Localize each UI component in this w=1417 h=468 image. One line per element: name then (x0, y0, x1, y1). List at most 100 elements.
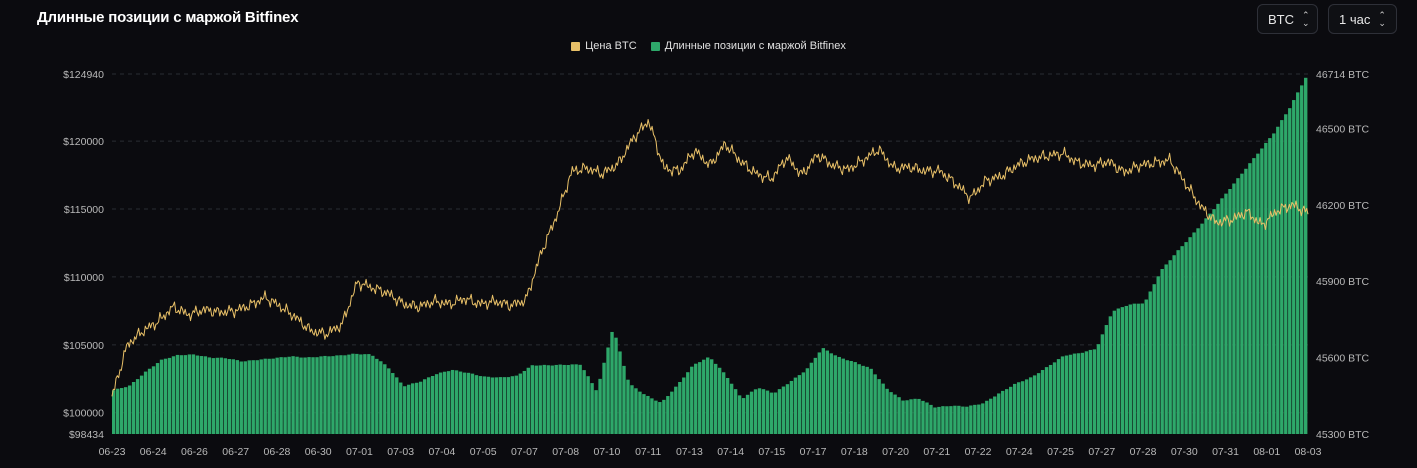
long-position-bar (1120, 307, 1125, 434)
long-position-bar (801, 372, 806, 434)
long-position-bar (849, 360, 853, 434)
x-axis-tick-label: 08-03 (1295, 446, 1322, 458)
long-position-bar (1304, 77, 1308, 434)
bar-series (112, 77, 1308, 435)
long-position-bar (1292, 100, 1296, 435)
interval-select[interactable]: 1 час ⌃ ⌄ (1328, 4, 1397, 34)
long-position-bar (562, 364, 566, 434)
long-position-bar (287, 356, 291, 434)
long-position-bar (171, 356, 176, 434)
asset-select-value: BTC (1268, 11, 1294, 27)
long-position-bar (486, 376, 491, 434)
long-position-bar (1164, 264, 1168, 434)
long-position-bar (981, 403, 985, 434)
legend-swatch-price (571, 41, 581, 51)
long-position-bar (195, 355, 200, 434)
long-position-bar (458, 371, 463, 434)
long-position-bar (733, 389, 738, 434)
legend-label-price: Цена BTC (585, 40, 637, 52)
x-axis-tick-label: 07-22 (965, 446, 992, 458)
long-position-bar (586, 376, 590, 434)
long-position-bar (1088, 349, 1093, 434)
x-axis-tick-label: 06-24 (140, 446, 167, 458)
long-position-bar (450, 369, 455, 434)
long-position-bar (1048, 364, 1053, 434)
long-position-bar (965, 406, 969, 434)
long-position-bar (211, 358, 216, 434)
long-position-bar (331, 356, 335, 434)
x-axis-tick-label: 07-25 (1047, 446, 1074, 458)
long-position-bar (275, 357, 279, 434)
long-position-bar (590, 383, 594, 434)
long-position-bar (1100, 334, 1105, 434)
long-position-bar (231, 359, 235, 434)
long-position-bar (115, 388, 120, 434)
long-position-bar (414, 382, 419, 434)
asset-select[interactable]: BTC ⌃ ⌄ (1257, 4, 1318, 34)
long-position-bar (351, 353, 355, 434)
long-position-bar (1204, 218, 1208, 434)
long-position-bar (327, 356, 331, 434)
long-position-bar (502, 377, 507, 434)
x-axis-tick-label: 07-15 (758, 446, 785, 458)
long-position-bar (682, 377, 686, 434)
long-position-bar (638, 391, 642, 434)
right-axis-tick-label: 45300 BTC (1316, 429, 1370, 441)
long-position-bar (698, 362, 702, 434)
x-axis-tick-label: 06-30 (305, 446, 332, 458)
long-position-bar (654, 400, 658, 434)
left-axis-tick-label: $120000 (63, 136, 104, 148)
chart-legend: Цена BTC Длинные позиции с маржой Bitfin… (0, 40, 1417, 52)
x-axis-tick-label: 07-14 (717, 446, 744, 458)
long-position-bar (1012, 383, 1017, 434)
long-position-bar (598, 378, 602, 434)
long-position-bar (127, 385, 132, 434)
long-position-bar (614, 337, 618, 434)
long-position-bar (279, 357, 283, 434)
x-axis: 06-23 06-24 06-26 06-27 06-28 06-30 07-01 07-03… (99, 446, 1322, 458)
long-position-bar (721, 372, 726, 434)
long-position-bar (761, 389, 766, 434)
long-position-bar (470, 373, 475, 434)
long-position-bar (311, 357, 315, 434)
long-position-bar (514, 375, 519, 434)
legend-item-long-positions[interactable]: Длинные позиции с маржой Bitfinex (650, 40, 846, 52)
long-position-bar (729, 383, 734, 434)
long-position-bar (989, 398, 993, 434)
legend-item-price[interactable]: Цена BTC (571, 40, 637, 52)
long-position-bar (606, 347, 610, 434)
long-position-bar (259, 359, 263, 434)
long-position-bar (1272, 133, 1276, 434)
long-position-bar (199, 356, 204, 434)
long-position-bar (869, 368, 873, 434)
long-position-bar (618, 351, 622, 434)
long-position-bar (873, 374, 877, 434)
long-position-bar (594, 390, 598, 434)
long-position-bar (407, 384, 411, 434)
long-position-bar (686, 372, 690, 434)
long-position-bar (1096, 344, 1101, 434)
long-position-bar (969, 405, 973, 434)
long-position-bar (438, 372, 443, 434)
long-position-bar (1248, 163, 1252, 435)
left-axis-tick-label: $105000 (63, 340, 104, 352)
long-position-bar (1280, 120, 1284, 434)
long-position-bar (1056, 359, 1061, 434)
long-position-bar (343, 355, 347, 434)
price-line (111, 119, 1309, 397)
long-position-bar (781, 386, 786, 434)
long-position-bar (135, 379, 140, 434)
long-position-bar (1028, 377, 1033, 434)
long-position-bar (387, 368, 391, 434)
right-axis: 46714 BTC 46500 BTC 46200 BTC 45900 BTC 4560… (1316, 69, 1370, 441)
long-position-bar (1300, 85, 1304, 435)
long-position-bar (1036, 373, 1041, 434)
long-position-bar (510, 376, 515, 434)
long-position-bar (793, 377, 798, 434)
long-position-bar (745, 394, 750, 434)
long-position-bar (498, 377, 503, 434)
long-position-bar (630, 385, 634, 434)
x-axis-tick-label: 06-27 (222, 446, 249, 458)
long-position-bar (550, 365, 554, 434)
long-position-bar (909, 399, 913, 434)
